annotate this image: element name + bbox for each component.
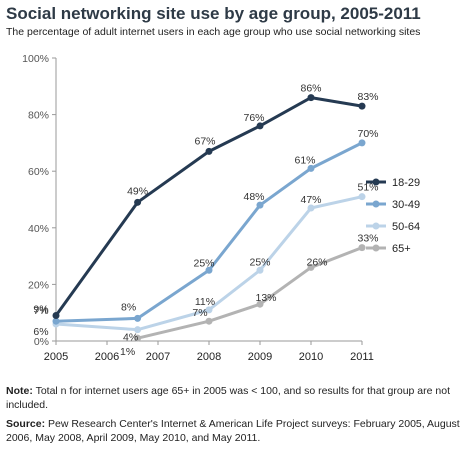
legend-marker-30-49 (372, 200, 380, 208)
source-label: Source: (6, 418, 46, 430)
data-point-65+ (205, 317, 213, 325)
data-point-30-49 (205, 266, 213, 274)
data-label-65+: 1% (120, 346, 135, 358)
x-tick-label: 2005 (44, 351, 68, 363)
data-point-30-49 (52, 317, 60, 325)
data-point-65+ (134, 334, 142, 342)
data-point-50-64 (307, 204, 315, 212)
x-tick-label: 2008 (197, 351, 221, 363)
data-label-50-64: 11% (195, 296, 215, 308)
data-label-50-64: 6% (33, 326, 48, 338)
data-label-30-49: 61% (294, 154, 315, 166)
chart-note: Note: Total n for internet users age 65+… (6, 384, 461, 412)
y-tick-label: 20% (28, 279, 49, 291)
legend-marker-50-64 (372, 222, 380, 230)
data-point-30-49 (134, 314, 142, 322)
data-point-65+ (256, 300, 264, 308)
line-chart: 0% 20% 40% 60% 80% 100% 2005 2006 2007 2008 2009 20… (22, 53, 420, 363)
data-point-18-29 (52, 312, 60, 320)
legend-label-18-29: 18-29 (392, 177, 420, 189)
data-point-65+ (358, 244, 366, 252)
legend-label-30-49: 30-49 (392, 199, 420, 211)
data-point-65+ (307, 263, 315, 271)
data-label-30-49: 70% (357, 128, 378, 140)
x-tick-label: 2006 (95, 351, 119, 363)
series-line-30-49 (55, 141, 363, 323)
data-point-50-64 (358, 193, 366, 201)
legend-marker-65+ (372, 244, 380, 252)
chart-data-labels: 9% 49% 67% 76% 86% 83% 7% 8% 25% 48% 61% 70% 6% 4% 11%… (33, 83, 378, 359)
legend-label-65+: 65+ (392, 243, 411, 255)
x-tick-label: 2011 (350, 351, 374, 363)
data-label-65+: 26% (306, 256, 327, 268)
legend-marker-18-29 (372, 178, 380, 186)
data-point-30-49 (256, 201, 264, 209)
data-label-30-49: 8% (121, 301, 136, 313)
x-tick-label: 2009 (248, 351, 272, 363)
y-tick-label: 0% (34, 336, 49, 348)
data-label-65+: 33% (357, 233, 378, 245)
chart-series (52, 94, 366, 342)
data-point-50-64 (256, 266, 264, 274)
data-label-18-29: 9% (33, 304, 48, 316)
y-tick-label: 80% (28, 110, 49, 122)
chart-subtitle: The percentage of adult internet users i… (6, 26, 421, 38)
data-label-18-29: 83% (357, 91, 378, 103)
legend-label-50-64: 50-64 (392, 221, 420, 233)
data-label-18-29: 67% (194, 135, 215, 147)
data-point-18-29 (307, 94, 315, 102)
data-point-30-49 (307, 164, 315, 172)
data-label-65+: 13% (255, 292, 276, 304)
note-label: Note: (6, 385, 33, 397)
data-label-18-29: 76% (243, 112, 264, 124)
data-point-50-64 (205, 306, 213, 314)
data-label-30-49: 25% (193, 257, 214, 269)
x-tick-label: 2010 (299, 351, 323, 363)
chart-title: Social networking site use by age group,… (6, 4, 421, 23)
data-label-30-49: 48% (243, 191, 264, 203)
data-label-50-64: 25% (249, 256, 270, 268)
data-point-50-64 (134, 326, 142, 334)
chart-source: Source: Pew Research Center's Internet &… (6, 417, 461, 445)
data-point-18-29 (256, 122, 264, 130)
note-text: Total n for internet users age 65+ in 20… (6, 385, 450, 411)
source-text: Pew Research Center's Internet & America… (6, 418, 460, 444)
y-tick-label: 40% (28, 223, 49, 235)
x-tick-label: 2007 (146, 351, 170, 363)
data-point-30-49 (358, 139, 366, 147)
data-label-30-49: 7% (33, 305, 48, 317)
data-label-50-64: 4% (123, 332, 138, 344)
series-line-50-64 (55, 195, 363, 332)
data-point-18-29 (205, 147, 213, 155)
data-label-18-29: 49% (127, 185, 148, 197)
data-point-18-29 (134, 198, 142, 206)
data-label-50-64: 51% (357, 182, 378, 194)
data-label-18-29: 86% (300, 83, 321, 95)
chart-axes: 0% 20% 40% 60% 80% 100% 2005 2006 2007 2008 2009 20… (22, 53, 374, 363)
data-label-50-64: 47% (300, 194, 321, 206)
data-label-65+: 7% (192, 307, 207, 319)
y-tick-label: 100% (22, 53, 49, 65)
data-point-18-29 (358, 102, 366, 110)
series-line-18-29 (54, 96, 363, 317)
y-tick-label: 60% (28, 166, 49, 178)
chart-legend: 18-29 30-49 50-64 65+ (366, 177, 420, 255)
